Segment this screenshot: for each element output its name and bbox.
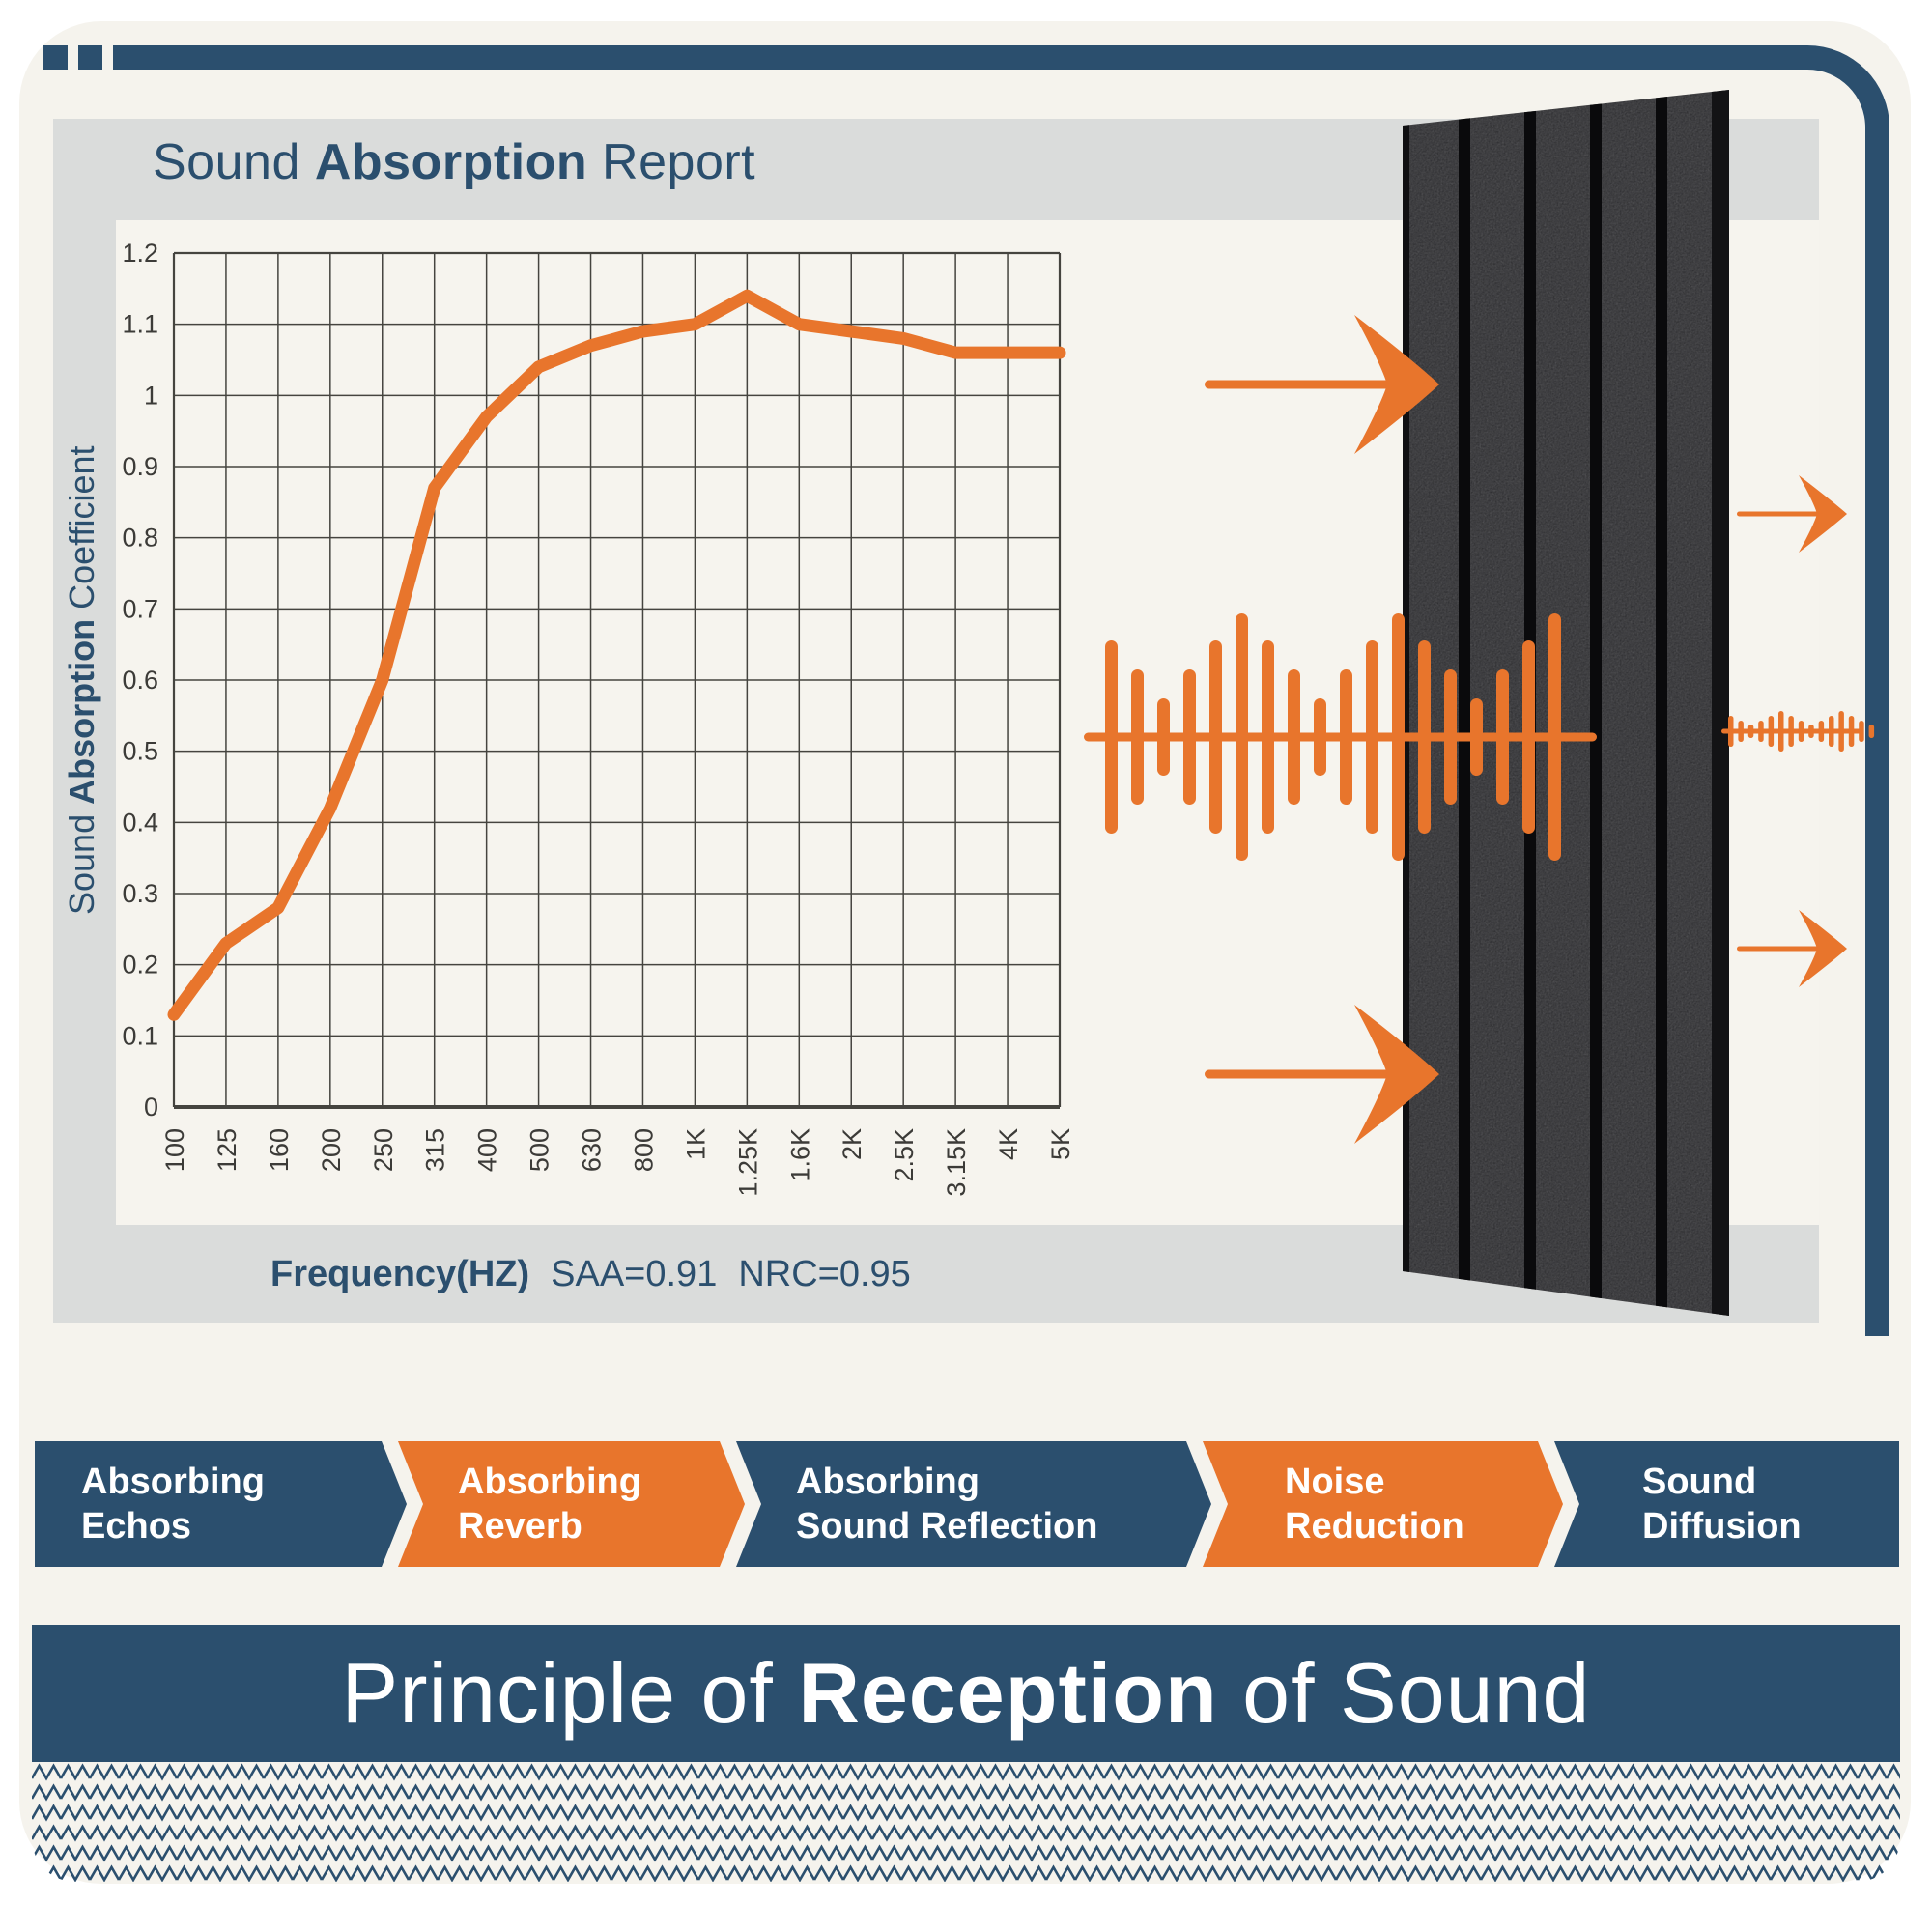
x-tick-label: 630 bbox=[578, 1128, 607, 1172]
footer-title-prefix: Principle of bbox=[341, 1645, 799, 1741]
banner-sound-diffusion: Sound Diffusion bbox=[1554, 1441, 1899, 1567]
banner-absorbing-reverb: Absorbing Reverb bbox=[398, 1441, 745, 1567]
banner-label: Absorbing Sound Reflection bbox=[796, 1462, 1098, 1547]
x-tick-label: 2.5K bbox=[890, 1128, 919, 1182]
banner-label: Sound Diffusion bbox=[1642, 1462, 1802, 1547]
y-tick-label: 0.6 bbox=[122, 666, 158, 695]
decor-square bbox=[78, 45, 102, 70]
x-tick-label: 3.15K bbox=[942, 1128, 971, 1197]
zigzag-pattern-footer bbox=[32, 1762, 1900, 1882]
y-tick-label: 0.5 bbox=[122, 737, 158, 766]
x-axis-caption: Frequency(HZ) SAA=0.91 NRC=0.95 bbox=[270, 1254, 911, 1295]
page-title-prefix: Sound bbox=[153, 134, 315, 190]
x-tick-label: 1K bbox=[681, 1128, 710, 1160]
footer-title-bold: Reception bbox=[798, 1645, 1218, 1741]
banner-noise-reduction: Noise Reduction bbox=[1203, 1441, 1563, 1567]
y-tick-label: 0.9 bbox=[122, 452, 158, 481]
nrc-value: NRC=0.95 bbox=[738, 1254, 911, 1294]
x-tick-label: 1.25K bbox=[733, 1128, 762, 1197]
absorption-line-chart: 0 0.1 0.2 0.3 0.4 0.5 0.6 0.7 0.8 0.9 1 1.1 1.2 100 12… bbox=[122, 239, 1075, 1197]
x-tick-label: 200 bbox=[317, 1128, 346, 1172]
y-tick-label: 1.1 bbox=[122, 310, 158, 339]
x-tick-label: 315 bbox=[421, 1128, 450, 1172]
saa-value: SAA=0.91 bbox=[551, 1254, 718, 1294]
y-axis-title: Sound Absorption Coefficient bbox=[62, 445, 101, 915]
y-tick-label: 1.2 bbox=[122, 239, 158, 268]
banner-label: Absorbing Reverb bbox=[458, 1462, 641, 1547]
page-title-bold: Absorption bbox=[314, 134, 588, 190]
x-tick-label: 100 bbox=[160, 1128, 189, 1172]
decor-square bbox=[43, 45, 68, 70]
decor-frame-border bbox=[113, 45, 1889, 1336]
y-tick-label: 0.8 bbox=[122, 524, 158, 553]
banner-absorbing-echos: Absorbing Echos bbox=[35, 1441, 407, 1567]
footer-title-suffix: of Sound bbox=[1217, 1645, 1591, 1741]
banner-absorbing-sound-reflection: Absorbing Sound Reflection bbox=[736, 1441, 1211, 1567]
y-tick-label: 0.3 bbox=[122, 879, 158, 908]
footer-title-bar: Principle of Reception of Sound bbox=[32, 1625, 1900, 1762]
x-tick-label: 800 bbox=[629, 1128, 658, 1172]
y-tick-label: 0.7 bbox=[122, 594, 158, 623]
x-tick-label: 400 bbox=[473, 1128, 502, 1172]
y-tick-label: 0.2 bbox=[122, 951, 158, 980]
page-title: Sound Absorption Report bbox=[153, 133, 755, 191]
x-tick-label: 2K bbox=[838, 1128, 867, 1160]
y-tick-label: 0 bbox=[144, 1093, 158, 1122]
banner-label: Absorbing Echos bbox=[81, 1462, 265, 1547]
banner-label: Noise Reduction bbox=[1285, 1462, 1464, 1547]
y-tick-label: 1 bbox=[144, 381, 158, 410]
x-tick-label: 160 bbox=[265, 1128, 294, 1172]
x-tick-label: 5K bbox=[1046, 1128, 1075, 1160]
x-tick-label: 4K bbox=[994, 1128, 1023, 1160]
page-title-suffix: Report bbox=[587, 134, 756, 190]
x-axis-label: Frequency(HZ) bbox=[270, 1254, 530, 1294]
x-tick-label: 125 bbox=[213, 1128, 242, 1172]
x-tick-label: 500 bbox=[526, 1128, 554, 1172]
x-tick-label: 250 bbox=[369, 1128, 398, 1172]
y-tick-label: 0.1 bbox=[122, 1021, 158, 1050]
y-tick-label: 0.4 bbox=[122, 808, 158, 837]
x-tick-label: 1.6K bbox=[785, 1128, 814, 1182]
